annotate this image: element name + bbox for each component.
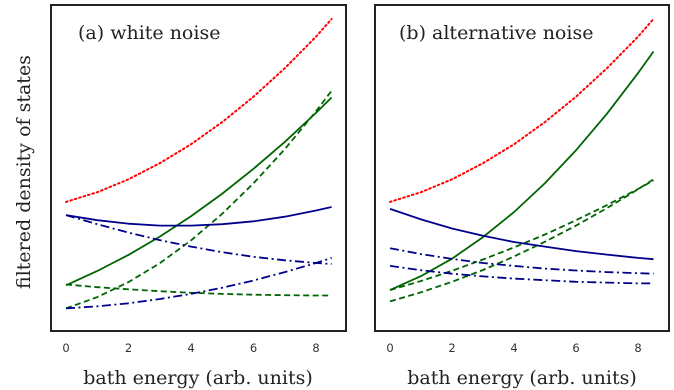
panel-b-x-tick-label: 0 [386,341,393,355]
panel-a-series-5-line [65,206,332,227]
panel-a-x-tick-label: 0 [62,341,69,355]
panel-a-x-tick-label: 4 [187,341,194,355]
panel-b-series-4-line [389,178,654,303]
panel-b-x-tick-label: 8 [634,341,641,355]
panel-a-x-tick-label: 8 [312,341,319,355]
panel-b-series-2-line [389,50,655,291]
panel-a-title: (a) white noise [78,22,220,44]
panel-b-series [389,18,655,303]
panel-a: 0 2 4 6 8 (a) white noise bath energy (arb. … [50,4,347,389]
panel-a-x-ticks: 0 2 4 6 8 [62,341,319,355]
panel-b-x-ticks: 0 2 4 6 8 [386,341,641,355]
panel-b-frame [374,4,670,332]
panel-b-title: (b) alternative noise [399,22,593,44]
panel-a-x-tick-label: 6 [250,341,257,355]
panel-b-series-6-line [389,247,654,275]
y-axis-label: filtered density of states [13,55,35,289]
panel-b-series-5-line [389,208,654,261]
panel-b-x-tick-label: 4 [510,341,517,355]
panel-b-series-7-line [389,265,654,285]
panel-b-x-tick-label: 2 [448,341,455,355]
panel-b-x-axis-label: bath energy (arb. units) [407,367,637,389]
panel-a-x-tick-label: 2 [125,341,132,355]
panel-b-series-1-line [389,18,655,203]
panel-a-frame [50,4,347,332]
panel-b-x-tick-label: 6 [572,341,579,355]
panel-a-series [65,18,333,310]
panel-a-series-6-line [65,214,332,265]
panel-a-series-1-line [65,18,333,203]
panel-a-series-3-line [65,90,333,310]
panel-a-series-7-line [65,257,332,310]
panel-b-series-3-line [389,179,654,291]
panel-a-series-2-line [65,96,333,287]
panel-a-x-axis-label: bath energy (arb. units) [83,367,313,389]
panel-b: 0 2 4 6 8 (b) alternative noise bath energy … [374,4,670,389]
